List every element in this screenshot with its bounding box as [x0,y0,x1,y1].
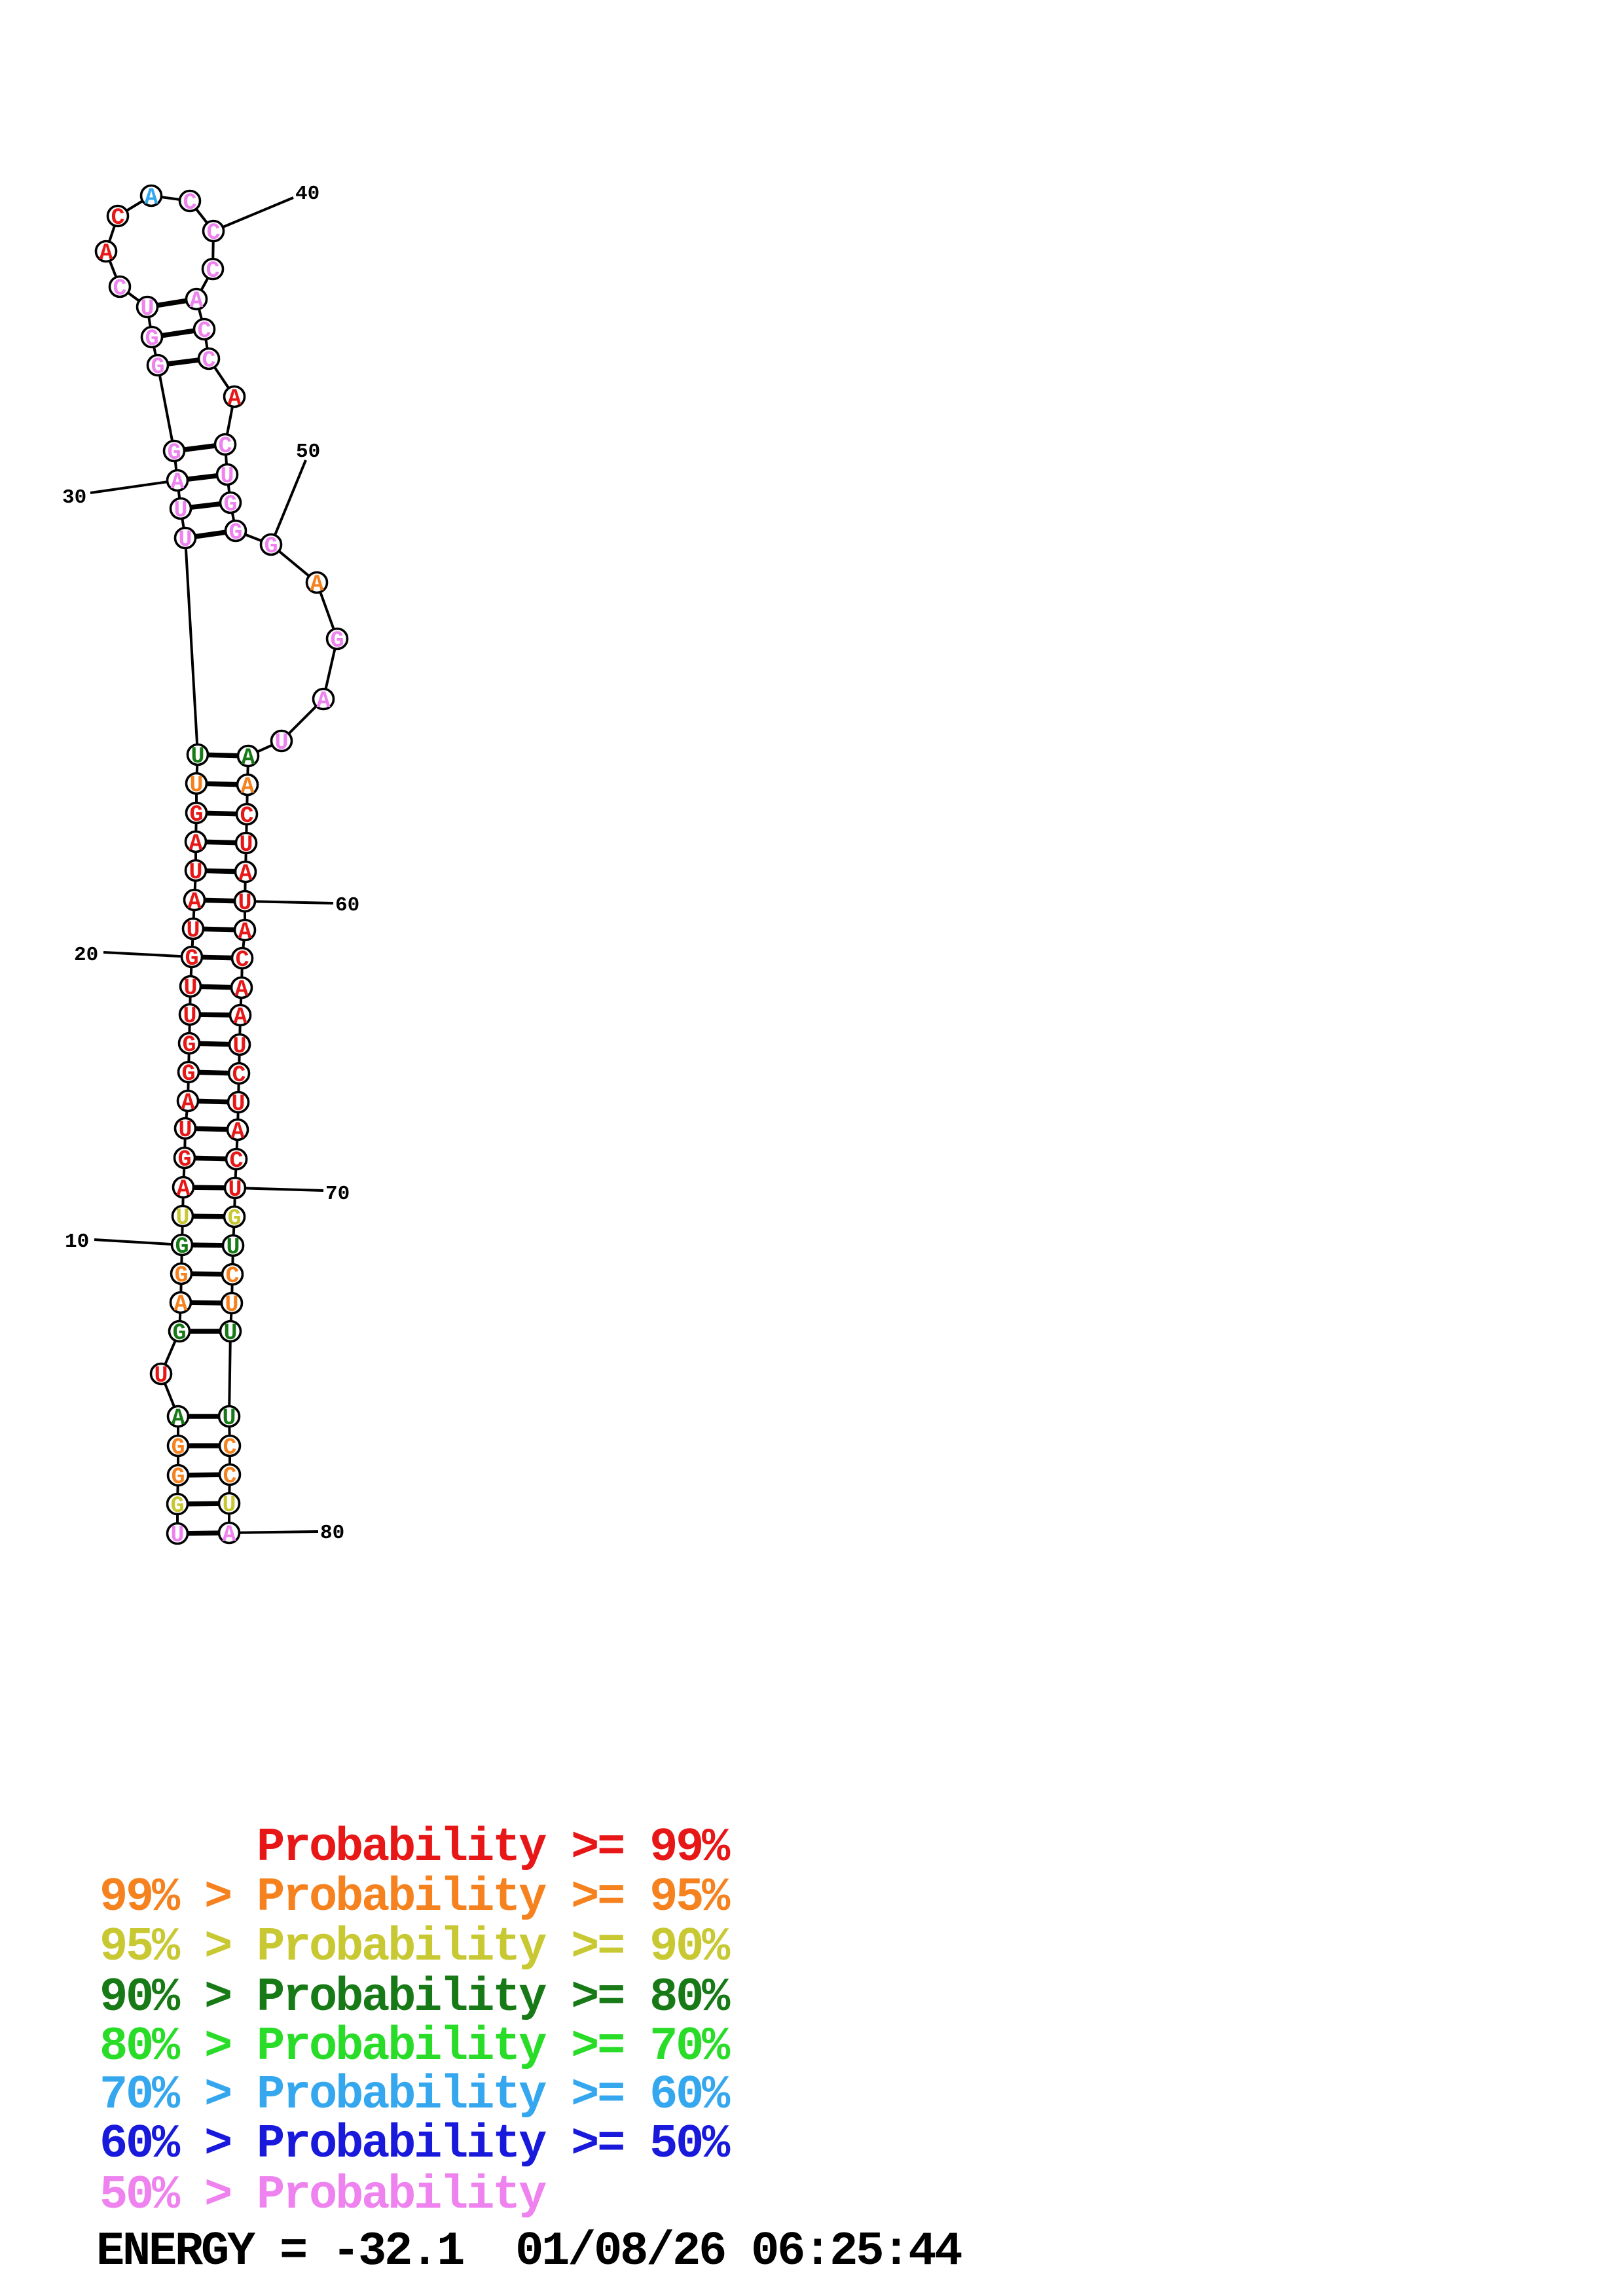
svg-text:C: C [232,1062,246,1088]
svg-text:ENERGY = -32.1 01/08/26 06:25: ENERGY = -32.1 01/08/26 06:25:44 [96,2225,962,2278]
svg-text:U: U [154,1363,168,1389]
svg-text:U: U [183,975,197,1001]
svg-text:U: U [186,918,200,944]
svg-text:C: C [197,318,211,344]
svg-text:A: A [316,688,330,714]
svg-text:C: C [111,205,124,231]
svg-text:A: A [181,1090,194,1116]
svg-text:U: U [178,527,192,553]
svg-text:G: G [189,802,203,828]
svg-text:U: U [232,1033,246,1060]
svg-text:Probability >= 99%: Probability >= 99% [257,1821,731,1874]
svg-text:U: U [191,744,204,770]
svg-text:A: A [99,240,113,266]
svg-text:A: A [189,288,203,314]
svg-text:A: A [310,571,323,598]
svg-text:G: G [182,1032,196,1058]
svg-text:C: C [206,258,219,284]
svg-text:U: U [274,730,288,756]
svg-text:G: G [170,1493,184,1519]
svg-text:G: G [145,326,158,352]
svg-text:A: A [238,861,252,887]
svg-text:99% > Probability >= 95%: 99% > Probability >= 95% [100,1871,731,1924]
svg-text:G: G [167,440,181,466]
svg-text:C: C [113,276,126,302]
svg-text:10: 10 [65,1230,89,1253]
svg-text:C: C [229,1148,243,1174]
svg-text:60% > Probability >= 50%: 60% > Probability >= 50% [100,2117,731,2171]
svg-text:95% > Probability >= 90%: 95% > Probability >= 90% [100,1920,731,1974]
svg-text:40: 40 [295,183,319,206]
svg-text:A: A [189,831,202,857]
svg-text:U: U [231,1091,245,1117]
svg-text:U: U [223,1320,237,1346]
svg-text:A: A [240,774,254,800]
svg-text:U: U [222,1405,236,1431]
svg-text:A: A [241,745,255,771]
svg-text:A: A [222,1522,236,1548]
svg-text:U: U [225,1292,238,1318]
svg-text:A: A [230,1119,244,1145]
svg-text:U: U [228,1177,242,1203]
svg-text:G: G [177,1147,191,1173]
svg-text:U: U [170,1522,184,1549]
svg-text:80% > Probability >= 70%: 80% > Probability >= 70% [100,2020,731,2073]
svg-text:G: G [264,533,278,560]
svg-text:G: G [171,1464,185,1490]
svg-text:C: C [240,803,253,829]
svg-text:U: U [220,463,234,490]
svg-text:G: G [185,946,198,972]
svg-text:C: C [206,220,220,246]
svg-text:U: U [178,1117,192,1143]
svg-text:U: U [239,832,253,858]
svg-text:A: A [227,386,241,412]
svg-text:G: G [227,1206,241,1232]
svg-text:A: A [238,919,251,945]
svg-text:60: 60 [335,894,359,917]
svg-text:G: G [151,354,164,380]
svg-text:A: A [173,1291,187,1318]
svg-text:70: 70 [325,1183,350,1206]
svg-text:U: U [183,1003,196,1030]
svg-text:90% > Probability >= 80%: 90% > Probability >= 80% [100,1971,731,2024]
svg-text:U: U [189,859,202,886]
svg-text:C: C [183,190,196,216]
svg-text:50: 50 [296,440,320,463]
svg-text:A: A [233,1004,247,1030]
svg-text:C: C [235,947,249,973]
svg-text:U: U [226,1234,240,1261]
svg-text:G: G [181,1061,195,1087]
svg-text:C: C [225,1263,239,1289]
svg-text:A: A [171,1405,185,1431]
svg-text:U: U [140,296,154,322]
svg-text:U: U [238,890,251,916]
svg-text:A: A [187,889,201,915]
svg-text:A: A [176,1176,190,1202]
svg-text:G: G [228,520,242,546]
svg-text:80: 80 [320,1522,344,1545]
svg-text:C: C [202,348,215,374]
svg-text:G: G [330,628,344,654]
svg-text:30: 30 [62,486,86,509]
svg-text:A: A [170,469,184,495]
svg-text:70% > Probability >= 60%: 70% > Probability >= 60% [100,2068,731,2122]
svg-text:U: U [189,772,203,798]
svg-text:G: G [175,1234,189,1260]
svg-text:C: C [223,1463,236,1490]
svg-text:A: A [144,185,158,211]
svg-text:G: G [172,1320,186,1346]
svg-text:G: G [171,1435,185,1461]
svg-text:20: 20 [74,944,98,967]
svg-text:G: G [174,1263,188,1289]
svg-text:G: G [223,492,237,518]
svg-text:U: U [222,1492,236,1518]
svg-text:U: U [173,497,187,524]
svg-text:50% > Probability: 50% > Probability [100,2168,546,2222]
svg-text:C: C [223,1435,236,1461]
svg-text:A: A [234,977,248,1003]
svg-text:U: U [175,1205,189,1231]
svg-text:C: C [218,433,232,459]
